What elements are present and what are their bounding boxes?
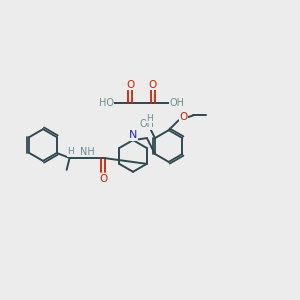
Text: OH: OH: [140, 119, 154, 129]
Text: N: N: [129, 130, 137, 140]
Text: OH: OH: [169, 98, 184, 108]
Text: O: O: [99, 174, 107, 184]
Text: NH: NH: [80, 147, 95, 157]
Text: O: O: [179, 112, 188, 122]
Text: O: O: [149, 80, 157, 90]
Text: H: H: [67, 148, 74, 157]
Text: HO: HO: [99, 98, 114, 108]
Text: O: O: [126, 80, 134, 90]
Text: H: H: [147, 114, 153, 123]
